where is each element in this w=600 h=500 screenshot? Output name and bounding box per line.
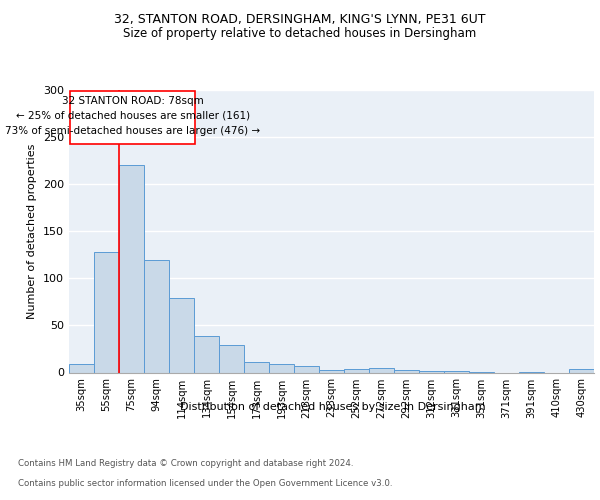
Bar bbox=[69, 364, 94, 372]
Bar bbox=[344, 368, 369, 372]
Bar bbox=[444, 370, 469, 372]
Bar bbox=[94, 252, 119, 372]
Text: Contains public sector information licensed under the Open Government Licence v3: Contains public sector information licen… bbox=[18, 478, 392, 488]
Bar bbox=[119, 166, 144, 372]
Bar bbox=[369, 368, 394, 372]
Y-axis label: Number of detached properties: Number of detached properties bbox=[28, 144, 37, 319]
Bar bbox=[269, 364, 294, 372]
FancyBboxPatch shape bbox=[70, 91, 195, 144]
Bar bbox=[244, 362, 269, 372]
Bar bbox=[144, 260, 169, 372]
Text: Distribution of detached houses by size in Dersingham: Distribution of detached houses by size … bbox=[180, 402, 486, 412]
Bar bbox=[219, 345, 244, 372]
Bar bbox=[194, 336, 219, 372]
Bar bbox=[319, 370, 344, 372]
Bar bbox=[419, 370, 444, 372]
Text: Size of property relative to detached houses in Dersingham: Size of property relative to detached ho… bbox=[124, 28, 476, 40]
Bar bbox=[569, 368, 594, 372]
Text: 32, STANTON ROAD, DERSINGHAM, KING'S LYNN, PE31 6UT: 32, STANTON ROAD, DERSINGHAM, KING'S LYN… bbox=[114, 12, 486, 26]
Text: 73% of semi-detached houses are larger (476) →: 73% of semi-detached houses are larger (… bbox=[5, 126, 260, 136]
Text: 32 STANTON ROAD: 78sqm: 32 STANTON ROAD: 78sqm bbox=[62, 96, 203, 106]
Bar bbox=[394, 370, 419, 372]
Text: ← 25% of detached houses are smaller (161): ← 25% of detached houses are smaller (16… bbox=[16, 110, 250, 120]
Bar bbox=[294, 366, 319, 372]
Bar bbox=[169, 298, 194, 372]
Text: Contains HM Land Registry data © Crown copyright and database right 2024.: Contains HM Land Registry data © Crown c… bbox=[18, 458, 353, 468]
